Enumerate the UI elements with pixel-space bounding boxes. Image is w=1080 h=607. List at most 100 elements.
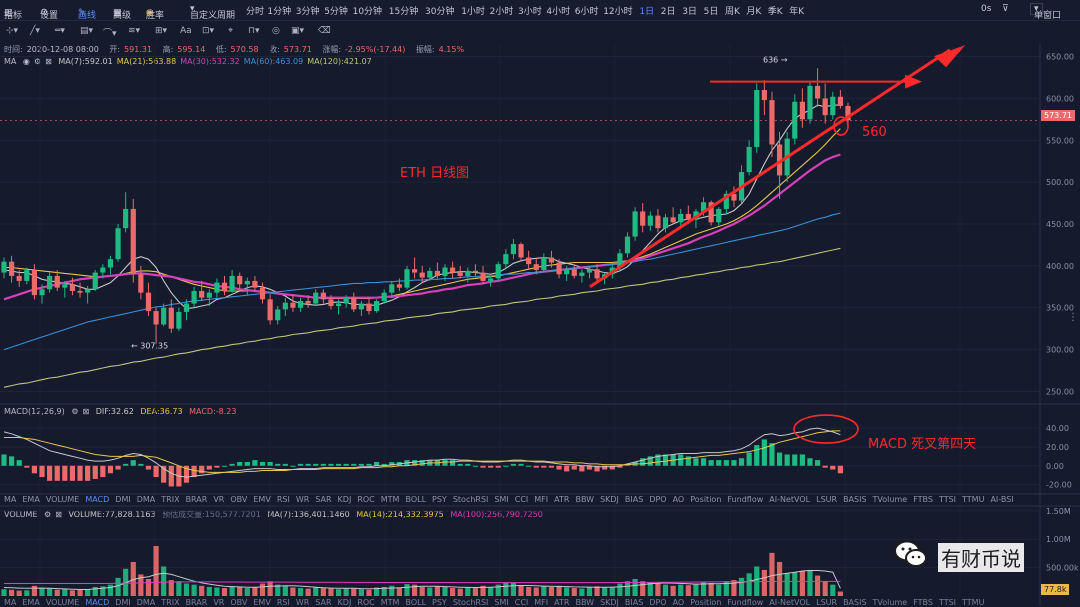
indicator-tab[interactable]: CCI	[514, 598, 529, 607]
indicator-tab[interactable]: Position	[690, 598, 722, 607]
indicator-tab[interactable]: MACD	[85, 495, 110, 504]
hline-icon[interactable]: ═▾	[55, 26, 65, 36]
period-tab[interactable]: 年K	[789, 7, 805, 17]
indicator-tab[interactable]: MA	[4, 598, 17, 607]
period-tab[interactable]: 30分钟	[425, 7, 455, 17]
close-icon[interactable]: ⊠	[45, 57, 52, 66]
period-tab[interactable]: 2小时	[489, 7, 514, 17]
indicator-tab[interactable]: MTM	[380, 598, 400, 607]
period-tab[interactable]: 10分钟	[352, 7, 383, 17]
indicator-tab[interactable]: BIAS	[624, 495, 644, 504]
indicator-tab[interactable]: VR	[213, 598, 225, 607]
indicator-tab[interactable]: TVolume	[872, 598, 908, 607]
indicator-tab[interactable]: MTM	[380, 495, 400, 504]
indicator-tab[interactable]: SMI	[494, 598, 509, 607]
filter-icon[interactable]: ⊽	[1002, 4, 1009, 14]
period-tab[interactable]: 3日	[682, 7, 697, 17]
period-tab[interactable]: 12小时	[603, 7, 633, 17]
indicator-tab[interactable]: Fundflow	[727, 598, 764, 607]
indicator-tab[interactable]: VOLUME	[45, 598, 80, 607]
period-tab[interactable]: 3分钟	[295, 7, 320, 17]
indicator-tab[interactable]: TTSI	[938, 495, 957, 504]
close-icon[interactable]: ⊠	[82, 407, 90, 416]
indicator-tab[interactable]: AO	[672, 495, 685, 504]
gear-icon[interactable]: ⚙	[44, 510, 52, 519]
indicator-tab[interactable]: VR	[213, 495, 225, 504]
indicator-tab[interactable]: TTMU	[962, 598, 985, 607]
indicator-tab[interactable]: PSY	[432, 598, 447, 607]
indicator-tab[interactable]: BBW	[575, 495, 595, 504]
indicator-tab[interactable]: AI-BSI	[990, 495, 1014, 504]
indicator-tab[interactable]: SMI	[494, 495, 509, 504]
magnet-icon[interactable]: ⌖	[228, 26, 234, 36]
indicator-tab[interactable]: AO	[672, 598, 685, 607]
indicator-tab[interactable]: SAR	[315, 495, 332, 504]
eye-icon[interactable]: ◉	[22, 57, 30, 66]
close-icon[interactable]: ⊠	[55, 510, 62, 519]
gear-icon[interactable]: ⚙	[33, 57, 42, 66]
indicator-tab[interactable]: BASIS	[843, 495, 867, 504]
indicator-tab[interactable]: BOLL	[405, 495, 427, 504]
indicator-tab[interactable]: BIAS	[624, 598, 644, 607]
period-tab[interactable]: 3小时	[518, 7, 542, 17]
indicator-tab[interactable]: TRIX	[161, 495, 180, 504]
text-icon[interactable]: Aa	[180, 26, 192, 36]
indicator-tab[interactable]: WR	[295, 598, 310, 607]
shape-icon[interactable]: ⌒▾	[103, 29, 117, 39]
indicator-tab[interactable]: AI-NetVOL	[769, 598, 811, 607]
period-tab[interactable]: 1分钟	[267, 7, 292, 17]
indicator-tab[interactable]: TRIX	[161, 598, 180, 607]
indicator-tab[interactable]: DMA	[136, 598, 156, 607]
indicator-tab[interactable]: ATR	[554, 598, 570, 607]
indicator-tab[interactable]: ROC	[357, 495, 375, 504]
period-tab[interactable]: 5日	[703, 7, 719, 17]
indicator-tab[interactable]: BRAR	[185, 598, 208, 607]
toolbar-item[interactable]: 自定义周期 ▾	[190, 4, 236, 21]
measure-icon[interactable]: ⊞▾	[155, 26, 168, 36]
indicator-tab[interactable]: EMA	[22, 598, 40, 607]
indicator-tab[interactable]: SAR	[315, 598, 332, 607]
indicator-tab[interactable]: LSUR	[816, 598, 838, 607]
indicator-tab[interactable]: BBW	[575, 598, 595, 607]
hide-icon[interactable]: ◎	[272, 26, 280, 36]
period-tab[interactable]: 4小时	[546, 7, 571, 17]
channel-icon[interactable]: ▤▾	[80, 26, 94, 36]
indicator-tab[interactable]: BOLL	[405, 598, 427, 607]
indicator-tab[interactable]: SKDJ	[600, 495, 619, 504]
indicator-tab[interactable]: Fundflow	[727, 495, 764, 504]
window-mode-select[interactable]: 单窗口 ▾	[1030, 3, 1061, 21]
indicator-tab[interactable]: VOLUME	[45, 495, 80, 504]
indicator-tab[interactable]: StochRSI	[452, 495, 489, 504]
period-tab[interactable]: 2日	[660, 7, 676, 17]
indicator-tab[interactable]: RSI	[276, 495, 290, 504]
indicator-tab[interactable]: DPO	[649, 598, 667, 607]
indicator-tab[interactable]: OBV	[230, 495, 248, 504]
indicator-tab[interactable]: MA	[4, 495, 17, 504]
indicator-tab[interactable]: PSY	[432, 495, 447, 504]
indicator-tab[interactable]: MFI	[534, 598, 549, 607]
period-tab[interactable]: 5分钟	[324, 7, 348, 17]
expand-icon[interactable]: ⋮	[1068, 312, 1078, 323]
indicator-tab[interactable]: KDJ	[337, 598, 352, 607]
indicator-tab[interactable]: EMV	[253, 495, 271, 504]
indicator-tab[interactable]: StochRSI	[452, 598, 489, 607]
indicator-tab[interactable]: DMI	[115, 495, 131, 504]
indicator-tab[interactable]: WR	[295, 495, 310, 504]
layers-icon[interactable]: ▣▾	[291, 26, 305, 36]
period-tab[interactable]: 1日	[639, 7, 655, 17]
ruler-icon[interactable]: ⊡▾	[202, 26, 215, 36]
indicator-tab[interactable]: DMA	[136, 495, 156, 504]
indicator-tab[interactable]: CCI	[514, 495, 529, 504]
indicator-tab[interactable]: Position	[690, 495, 722, 504]
indicator-tab[interactable]: SKDJ	[600, 598, 619, 607]
gear-icon[interactable]: ⚙	[71, 407, 79, 416]
indicator-tab[interactable]: FTBS	[913, 495, 933, 504]
indicator-tab[interactable]: FTBS	[913, 598, 933, 607]
indicator-tab[interactable]: DMI	[115, 598, 131, 607]
indicator-tab[interactable]: EMV	[253, 598, 271, 607]
crosshair-icon[interactable]: ⊹▾	[6, 26, 19, 36]
period-tab[interactable]: 6小时	[574, 7, 599, 17]
period-tab[interactable]: 15分钟	[388, 7, 419, 17]
indicator-tab[interactable]: AI-NetVOL	[769, 495, 811, 504]
